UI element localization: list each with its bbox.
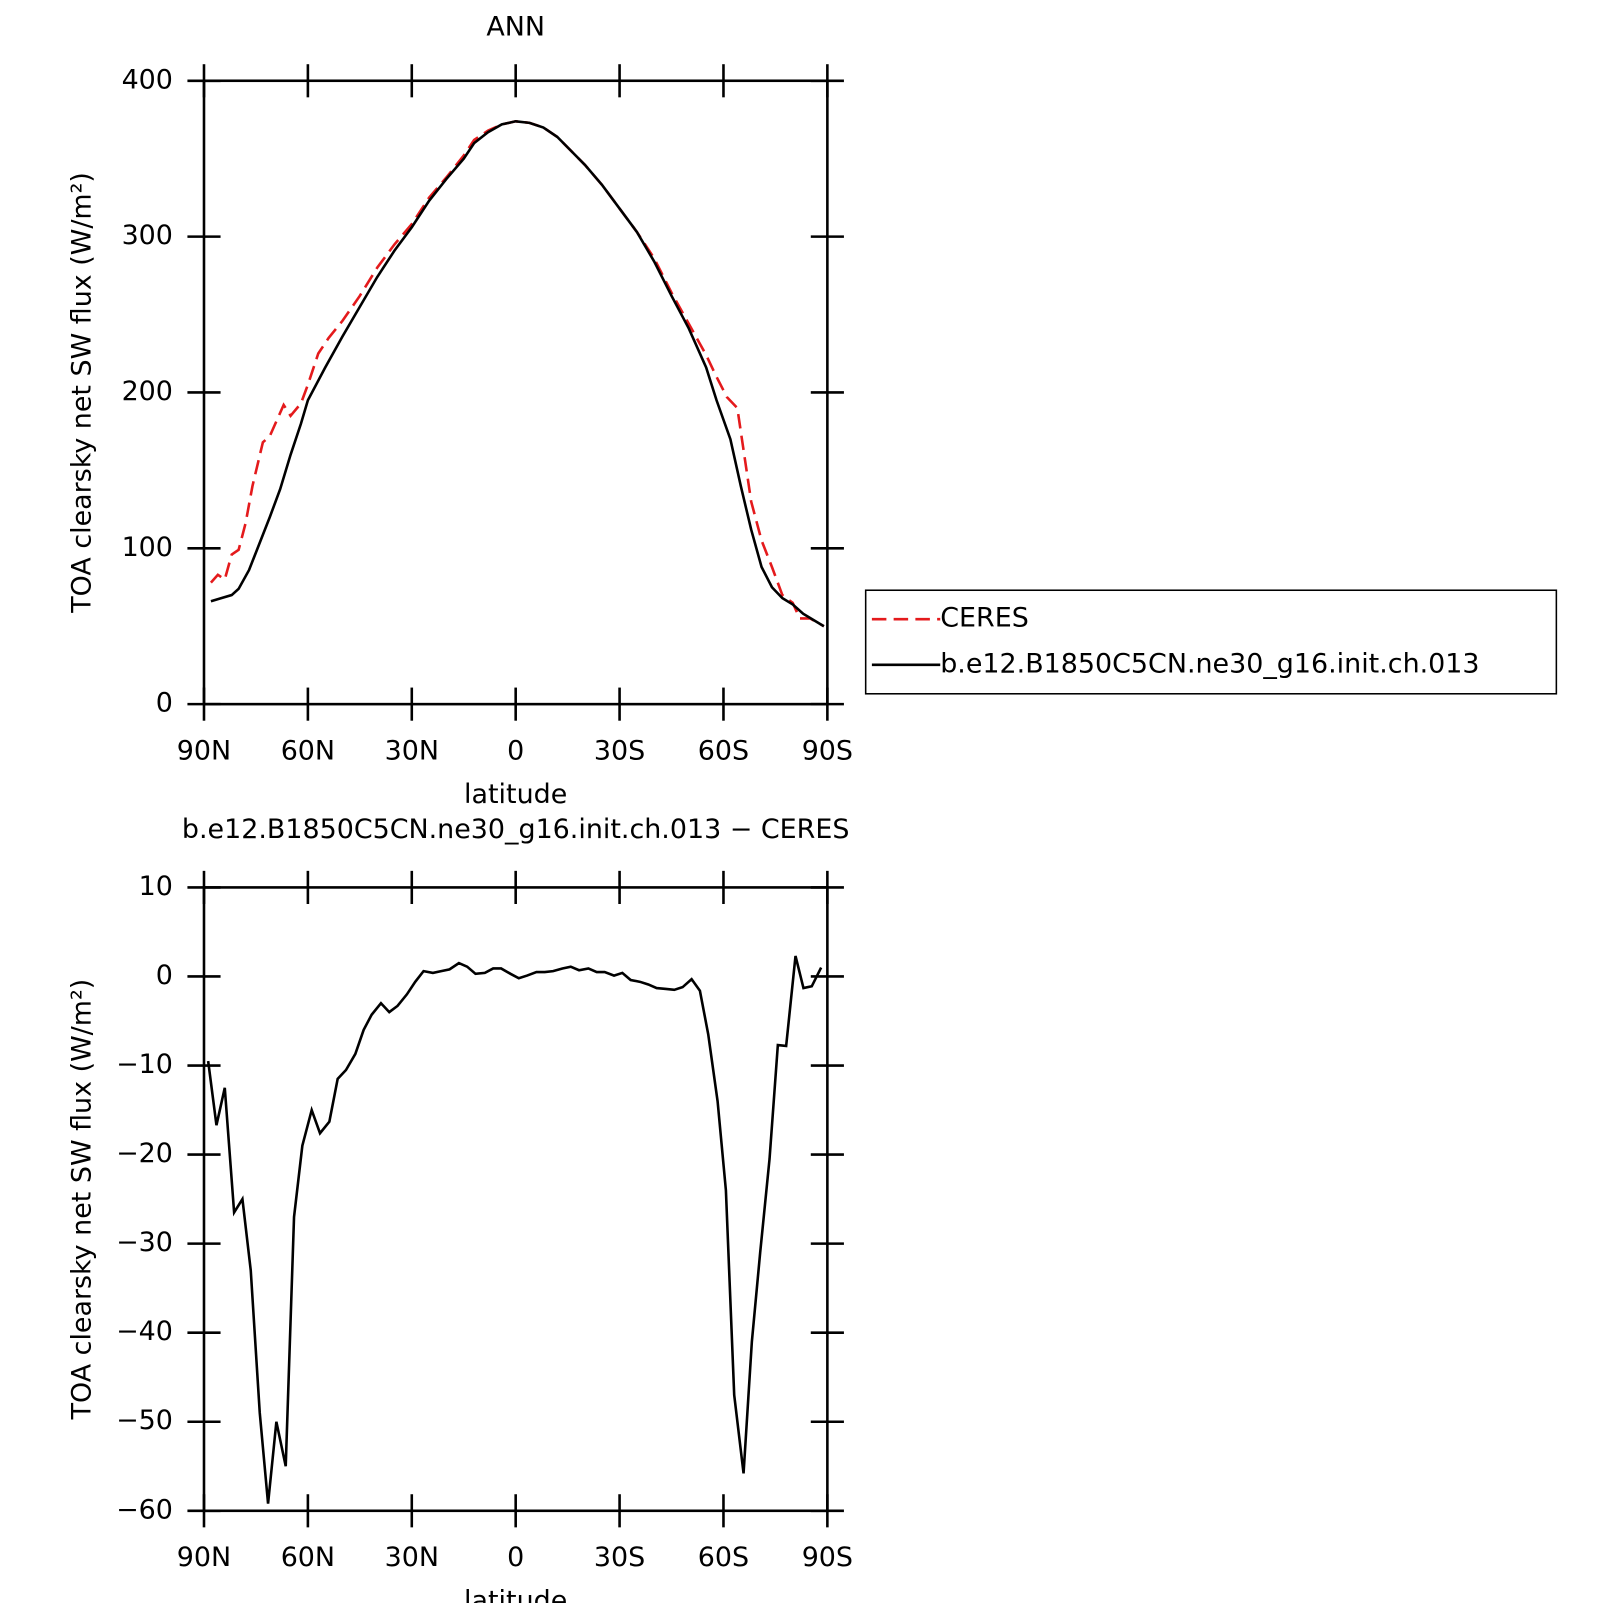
- x-tick-label: 90S: [802, 735, 853, 766]
- y-tick-label: 0: [156, 960, 173, 991]
- x-axis-label: latitude: [464, 779, 567, 810]
- x-tick-label: 90S: [802, 1542, 853, 1573]
- y-tick-label: −50: [116, 1405, 173, 1436]
- y-tick-label: 400: [122, 64, 173, 95]
- x-tick-label: 60N: [281, 1542, 335, 1573]
- y-axis-label: TOA clearsky net SW flux (W/m²): [66, 172, 97, 614]
- x-axis-label: latitude: [464, 1585, 567, 1603]
- plot-frame: [202, 79, 829, 706]
- x-tick-label: 30S: [594, 1542, 645, 1573]
- y-tick-label: −10: [116, 1049, 173, 1080]
- x-tick-label: 90N: [177, 1542, 231, 1573]
- chart-title: b.e12.B1850C5CN.ne30_g16.init.ch.013 − C…: [182, 814, 850, 845]
- y-tick-label: −40: [116, 1316, 173, 1347]
- chart-title: ANN: [486, 11, 545, 42]
- legend-label: CERES: [940, 603, 1029, 634]
- x-tick-label: 0: [507, 735, 524, 766]
- x-tick-label: 30N: [385, 1542, 439, 1573]
- plot-frame: [202, 886, 829, 1513]
- y-tick-label: 300: [122, 220, 173, 251]
- x-tick-label: 90N: [177, 735, 231, 766]
- data-line: [206, 955, 823, 1504]
- y-tick-label: −60: [116, 1494, 173, 1525]
- data-line: [209, 119, 825, 628]
- y-tick-label: 10: [139, 871, 173, 902]
- x-tick-label: 30S: [594, 735, 645, 766]
- y-axis-label: TOA clearsky net SW flux (W/m²): [66, 979, 97, 1421]
- x-tick-label: 60S: [698, 1542, 749, 1573]
- y-tick-label: 100: [122, 532, 173, 563]
- y-tick-label: 200: [122, 376, 173, 407]
- data-line: [210, 119, 825, 628]
- x-tick-label: 60S: [698, 735, 749, 766]
- y-tick-label: 0: [156, 688, 173, 719]
- y-tick-label: −20: [116, 1138, 173, 1169]
- y-tick-label: −30: [116, 1227, 173, 1258]
- legend-box: [864, 589, 1558, 695]
- x-tick-label: 0: [507, 1542, 524, 1573]
- legend-label: b.e12.B1850C5CN.ne30_g16.init.ch.013: [940, 648, 1479, 679]
- x-tick-label: 60N: [281, 735, 335, 766]
- x-tick-label: 30N: [385, 735, 439, 766]
